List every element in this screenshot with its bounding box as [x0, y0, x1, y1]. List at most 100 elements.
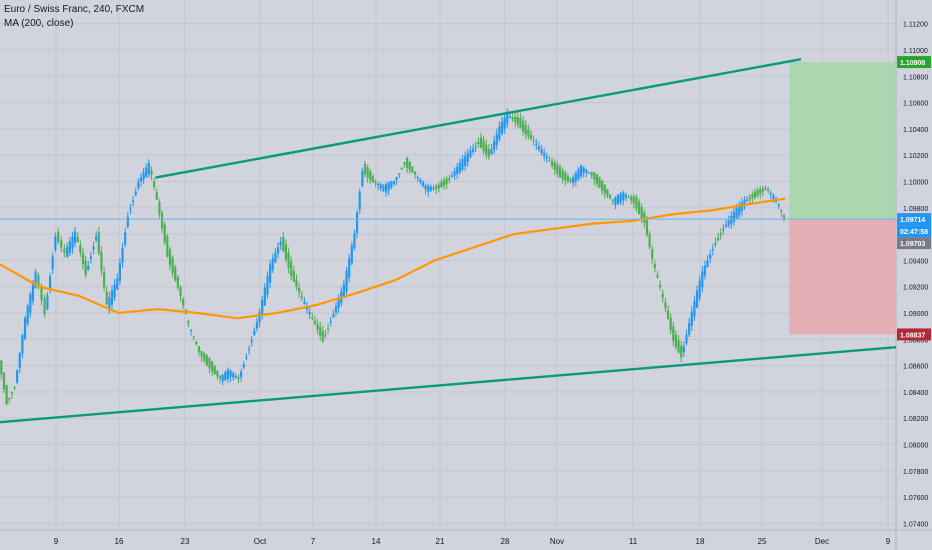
candle-body[interactable]	[479, 137, 483, 148]
candle-body[interactable]	[18, 352, 21, 369]
candle-body[interactable]	[440, 182, 443, 188]
candle-body[interactable]	[448, 178, 451, 180]
candle-body[interactable]	[81, 253, 85, 265]
candle-body[interactable]	[247, 348, 251, 350]
candle-body[interactable]	[753, 191, 757, 198]
candle-body[interactable]	[690, 311, 693, 326]
candle-body[interactable]	[622, 192, 625, 201]
candle-body[interactable]	[324, 334, 327, 336]
candle-body[interactable]	[666, 310, 670, 320]
candle-body[interactable]	[76, 237, 79, 243]
candle-body[interactable]	[292, 271, 295, 282]
candle-body[interactable]	[764, 188, 767, 190]
candle-body[interactable]	[142, 172, 145, 180]
candle-body[interactable]	[680, 345, 683, 358]
candle-body[interactable]	[213, 365, 216, 374]
candle-body[interactable]	[524, 125, 527, 135]
profit-target-zone[interactable]	[789, 62, 896, 220]
candle-body[interactable]	[461, 159, 464, 170]
candle-body[interactable]	[34, 271, 37, 289]
candle-body[interactable]	[363, 163, 367, 175]
candle-body[interactable]	[158, 201, 161, 214]
candle-body[interactable]	[319, 327, 322, 336]
candle-body[interactable]	[124, 232, 127, 245]
candle-body[interactable]	[147, 163, 150, 175]
candle-body[interactable]	[730, 216, 733, 224]
candle-body[interactable]	[601, 180, 604, 191]
candle-body[interactable]	[266, 275, 269, 295]
candle-body[interactable]	[60, 240, 63, 248]
candle-body[interactable]	[337, 298, 340, 309]
candle-body[interactable]	[464, 155, 467, 167]
candle-body[interactable]	[514, 116, 517, 122]
candle-body[interactable]	[677, 339, 680, 353]
candle-body[interactable]	[653, 264, 656, 269]
candle-body[interactable]	[174, 267, 177, 281]
candle-body[interactable]	[579, 165, 583, 177]
candle-body[interactable]	[411, 166, 414, 173]
candle-body[interactable]	[751, 194, 754, 199]
candle-body[interactable]	[242, 364, 245, 368]
candle-body[interactable]	[355, 212, 359, 234]
candle-body[interactable]	[769, 192, 772, 195]
candle-body[interactable]	[548, 159, 551, 161]
candle-body[interactable]	[358, 191, 361, 210]
candle-body[interactable]	[587, 172, 591, 174]
candle-body[interactable]	[445, 178, 448, 184]
candle-body[interactable]	[269, 264, 272, 283]
candle-body[interactable]	[722, 229, 725, 231]
candle-body[interactable]	[637, 201, 641, 214]
candle-body[interactable]	[458, 162, 461, 173]
candle-body[interactable]	[298, 288, 301, 293]
candle-body[interactable]	[500, 121, 504, 134]
candle-body[interactable]	[29, 293, 32, 313]
candle-body[interactable]	[253, 331, 256, 336]
candle-body[interactable]	[195, 341, 198, 345]
candle-body[interactable]	[574, 172, 577, 182]
candle-body[interactable]	[643, 212, 646, 223]
candle-body[interactable]	[345, 270, 348, 292]
candle-body[interactable]	[495, 133, 498, 145]
candle-body[interactable]	[16, 370, 19, 383]
candle-body[interactable]	[31, 282, 35, 301]
candle-body[interactable]	[419, 179, 422, 182]
candle-body[interactable]	[442, 180, 446, 186]
candle-body[interactable]	[756, 190, 759, 196]
candle-body[interactable]	[719, 233, 722, 235]
candle-body[interactable]	[532, 140, 535, 142]
candle-body[interactable]	[421, 182, 425, 186]
candle-body[interactable]	[456, 166, 459, 175]
candle-body[interactable]	[334, 306, 338, 313]
candle-body[interactable]	[406, 157, 409, 168]
candle-body[interactable]	[155, 191, 158, 200]
candle-body[interactable]	[261, 299, 264, 316]
candle-body[interactable]	[688, 323, 691, 335]
candle-body[interactable]	[519, 117, 522, 129]
candle-body[interactable]	[400, 167, 403, 170]
candle-body[interactable]	[108, 297, 111, 311]
candle-body[interactable]	[224, 372, 227, 381]
candle-body[interactable]	[569, 179, 572, 182]
candle-body[interactable]	[211, 361, 214, 372]
candle-body[interactable]	[350, 245, 353, 264]
candle-body[interactable]	[535, 143, 538, 146]
candle-body[interactable]	[732, 211, 736, 222]
candle-body[interactable]	[240, 371, 243, 377]
candle-body[interactable]	[316, 323, 319, 330]
candle-body[interactable]	[63, 248, 66, 253]
candle-body[interactable]	[672, 326, 675, 342]
candle-body[interactable]	[553, 162, 556, 170]
candle-body[interactable]	[759, 189, 762, 194]
candle-body[interactable]	[477, 141, 480, 145]
candle-body[interactable]	[593, 172, 596, 180]
candle-body[interactable]	[772, 195, 775, 199]
candle-body[interactable]	[630, 196, 633, 201]
candle-body[interactable]	[74, 231, 77, 244]
candle-body[interactable]	[171, 257, 174, 273]
candle-body[interactable]	[387, 182, 390, 191]
candle-body[interactable]	[232, 373, 235, 378]
candle-body[interactable]	[366, 167, 369, 178]
candle-body[interactable]	[203, 352, 206, 361]
candle-body[interactable]	[648, 234, 651, 248]
